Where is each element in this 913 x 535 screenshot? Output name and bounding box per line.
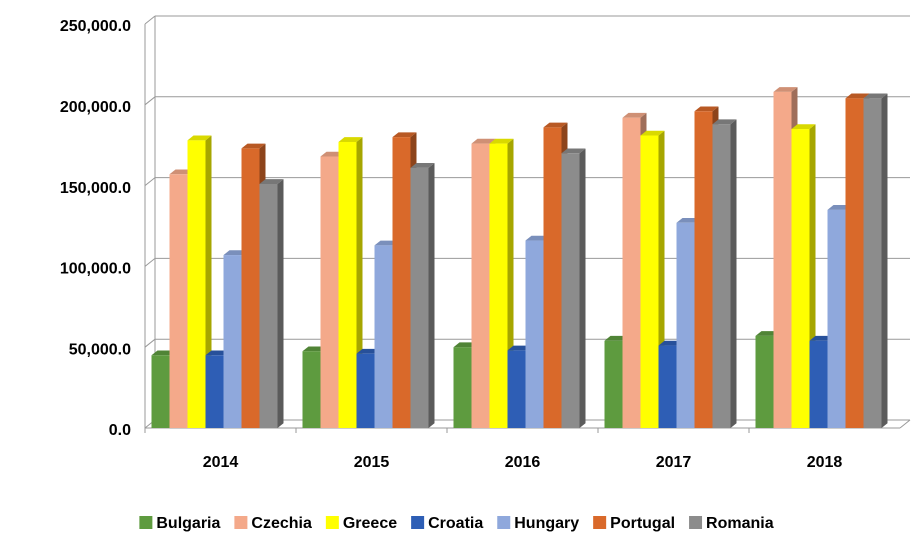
y-tick-label: 250,000.0 — [60, 18, 131, 35]
bar-side — [881, 93, 888, 428]
grid-line-side — [144, 258, 156, 267]
bar-top — [712, 119, 737, 125]
bar — [845, 98, 864, 428]
bar — [169, 174, 188, 428]
bar — [712, 124, 731, 428]
bar — [453, 347, 472, 428]
bar-side — [579, 148, 586, 429]
bar-top — [773, 87, 798, 92]
legend-swatch — [411, 516, 425, 529]
bar-top — [845, 93, 870, 99]
bar — [791, 129, 810, 429]
bar — [489, 143, 508, 429]
bar-top — [259, 179, 284, 184]
legend-swatch — [139, 516, 153, 529]
bar — [241, 148, 260, 428]
legend-label: Romania — [706, 515, 774, 532]
bar — [338, 141, 357, 428]
bar — [302, 351, 321, 428]
bar-side — [428, 163, 435, 429]
legend-swatch — [689, 516, 703, 529]
grid-line-side — [144, 338, 156, 348]
grid-line-side — [144, 177, 156, 186]
bar-top — [543, 122, 568, 128]
x-tick-label: 2015 — [354, 454, 390, 471]
bar — [151, 355, 170, 428]
bar — [525, 240, 544, 428]
bar-top — [694, 106, 719, 112]
bar — [223, 255, 242, 428]
y-tick-label: 0.0 — [109, 422, 131, 439]
y-tick-label: 50,000.0 — [69, 341, 131, 358]
legend-swatch — [497, 516, 511, 529]
x-axis-right — [899, 419, 911, 429]
bar — [622, 117, 641, 428]
bar-top — [640, 130, 665, 136]
bar-top — [561, 148, 586, 154]
bar-top — [471, 138, 496, 144]
bar-top — [410, 163, 435, 168]
bar-side — [277, 179, 284, 428]
bar — [543, 127, 562, 428]
bar — [773, 91, 792, 428]
legend-label: Greece — [343, 515, 397, 532]
x-tick-label: 2017 — [656, 454, 692, 471]
bar — [676, 222, 695, 428]
bar — [809, 340, 828, 428]
bar-top — [489, 138, 514, 144]
bar-side — [730, 119, 737, 428]
bar-top — [241, 143, 266, 149]
bar — [827, 209, 846, 428]
grid-line-side — [144, 96, 156, 106]
bar — [863, 98, 882, 428]
legend-label: Czechia — [251, 515, 312, 532]
bar — [259, 183, 278, 428]
y-tick-label: 100,000.0 — [60, 261, 131, 278]
legend-swatch — [593, 516, 607, 529]
bar — [392, 137, 411, 428]
bar — [205, 355, 224, 428]
bar — [356, 353, 375, 428]
x-tick-label: 2016 — [505, 454, 541, 471]
legend-swatch — [234, 516, 248, 529]
bar-top — [392, 132, 417, 138]
bar — [640, 135, 659, 428]
legend-label: Hungary — [514, 515, 579, 532]
x-tick-label: 2014 — [203, 454, 239, 471]
bar-top — [187, 135, 212, 141]
bar-top — [622, 112, 647, 118]
y-tick-label: 200,000.0 — [60, 99, 131, 116]
legend-label: Bulgaria — [156, 515, 220, 532]
bar — [658, 345, 677, 428]
bar — [187, 140, 206, 429]
bar-top — [791, 124, 816, 130]
bar — [694, 111, 713, 428]
bar — [320, 156, 339, 428]
bar — [507, 350, 526, 428]
bar — [374, 245, 393, 428]
legend-swatch — [325, 516, 339, 529]
grid-line-side — [144, 15, 156, 25]
y-tick-label: 150,000.0 — [60, 180, 131, 197]
bar-top — [863, 93, 888, 99]
bar — [471, 143, 490, 429]
legend-label: Croatia — [428, 515, 483, 532]
bar — [561, 153, 580, 428]
bar — [755, 335, 774, 428]
bar-top — [338, 137, 363, 142]
x-tick-label: 2018 — [807, 454, 843, 471]
legend-label: Portugal — [610, 515, 675, 532]
bar — [604, 340, 623, 428]
bar — [410, 167, 429, 428]
